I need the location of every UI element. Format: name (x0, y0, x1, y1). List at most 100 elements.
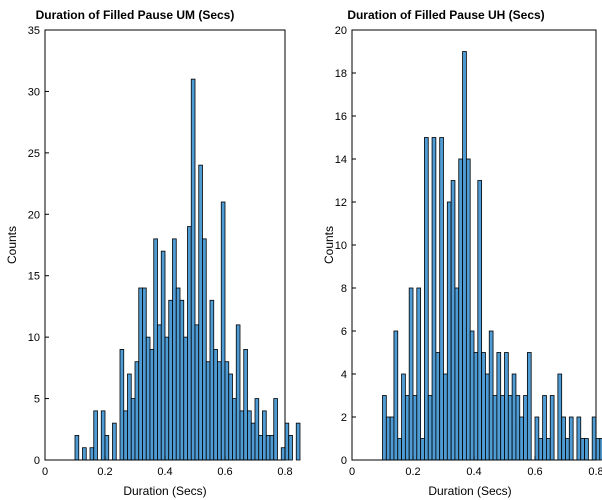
y-tick-label: 18 (335, 68, 347, 80)
histogram-bar (100, 410, 106, 461)
y-axis-label: Counts (5, 226, 19, 264)
histogram-bar (412, 395, 418, 461)
y-tick-label: 12 (335, 197, 347, 209)
x-axis-label: Duration (Secs) (123, 484, 206, 498)
histogram-bar (183, 336, 188, 461)
histogram-bar (93, 410, 98, 461)
histogram-bar (526, 352, 532, 461)
histogram-bar (205, 361, 211, 461)
histogram-bar (232, 398, 237, 461)
chart-title: Duration of Filled Pause UH (Secs) (347, 8, 544, 22)
bars (382, 51, 602, 461)
histogram-bar (469, 330, 475, 461)
x-tick-label: 0.6 (527, 466, 542, 478)
histogram-bar (198, 164, 203, 461)
histogram-bar (595, 438, 601, 461)
histogram-bar (273, 398, 278, 461)
x-tick-label: 0.2 (97, 466, 112, 478)
histogram-bar (534, 416, 540, 461)
y-tick-label: 20 (28, 209, 40, 221)
histogram-bar (179, 299, 185, 461)
histogram-bar (213, 349, 218, 461)
histogram-bar (473, 352, 479, 461)
histogram-bar (500, 395, 505, 461)
histogram-bar (561, 416, 566, 461)
y-tick-label: 15 (28, 271, 40, 283)
histogram-bar (149, 349, 155, 461)
y-tick-label: 35 (28, 25, 40, 37)
y-tick-label: 20 (335, 25, 347, 37)
histogram-bar (546, 438, 551, 461)
histogram-uh: Duration of Filled Pause UH (Secs) Count… (322, 8, 602, 498)
histogram-bar (481, 352, 486, 461)
histogram-um: Duration of Filled Pause UM (Secs) Count… (5, 8, 301, 498)
y-tick-label: 14 (335, 154, 347, 166)
x-tick-label: 0.8 (588, 466, 602, 478)
y-tick-label: 25 (28, 148, 40, 160)
histogram-bar (515, 395, 521, 461)
histogram-bar (243, 349, 248, 461)
histogram-bar (235, 324, 241, 461)
histogram-bar (401, 373, 406, 461)
histogram-bar (458, 158, 463, 461)
histogram-bar (584, 438, 589, 461)
histogram-bar (82, 447, 87, 461)
histogram-bar (209, 299, 215, 461)
histogram-bar (228, 373, 233, 461)
histogram-bar (138, 287, 143, 461)
histogram-bar (262, 410, 267, 461)
histogram-bar (427, 395, 433, 461)
histogram-bar (591, 416, 597, 461)
histogram-bar (424, 137, 429, 461)
histogram-bar (462, 51, 467, 461)
histogram-bar (397, 438, 402, 461)
histogram-bar (112, 422, 117, 461)
y-ticks: 0 5 10 15 20 25 30 35 (28, 25, 49, 467)
histogram-bar (443, 373, 448, 461)
histogram-bar (549, 395, 555, 461)
histogram-bar (519, 416, 524, 461)
histogram-bar (123, 410, 128, 461)
histogram-bar (194, 324, 200, 461)
x-tick-label: 0 (349, 466, 355, 478)
y-ticks: 0 2 4 6 8 10 12 14 16 18 20 (335, 25, 356, 467)
histogram-bar (284, 422, 290, 461)
x-ticks: 0 0.2 0.4 0.6 0.8 (42, 456, 293, 478)
histogram-bar (382, 395, 387, 461)
histogram-bar (265, 435, 271, 461)
histogram-bar (160, 250, 166, 461)
histogram-bar (465, 158, 471, 461)
histogram-bar (127, 373, 132, 461)
histogram-bar (511, 373, 517, 461)
histogram-bar (187, 226, 192, 461)
histogram-bar (420, 438, 425, 461)
histogram-bar (258, 435, 263, 461)
histogram-bar (74, 435, 80, 461)
histogram-bar (385, 416, 391, 461)
histogram-bar (224, 361, 230, 461)
histogram-bar (568, 416, 574, 461)
histogram-bar (119, 349, 125, 461)
y-tick-label: 5 (34, 394, 40, 406)
histogram-bar (580, 438, 585, 461)
y-axis-label: Counts (322, 226, 336, 264)
histogram-bar (164, 336, 170, 461)
histogram-bar (104, 435, 110, 461)
histogram-bar (408, 287, 414, 461)
y-tick-label: 4 (341, 369, 347, 381)
histogram-bar (538, 438, 544, 461)
histogram-bar (202, 238, 207, 461)
histogram-bar (576, 416, 582, 461)
histogram-bar (172, 238, 177, 461)
histogram-bar (254, 398, 260, 461)
histogram-bar (542, 395, 547, 461)
x-tick-label: 0 (42, 466, 48, 478)
chart-title: Duration of Filled Pause UM (Secs) (36, 8, 235, 22)
x-tick-label: 0.8 (277, 466, 292, 478)
histogram-bar (175, 287, 181, 461)
x-ticks: 0 0.2 0.4 0.6 0.8 (349, 456, 602, 478)
x-tick-label: 0.4 (466, 466, 481, 478)
bars (74, 78, 301, 461)
histogram-bar (446, 201, 452, 461)
